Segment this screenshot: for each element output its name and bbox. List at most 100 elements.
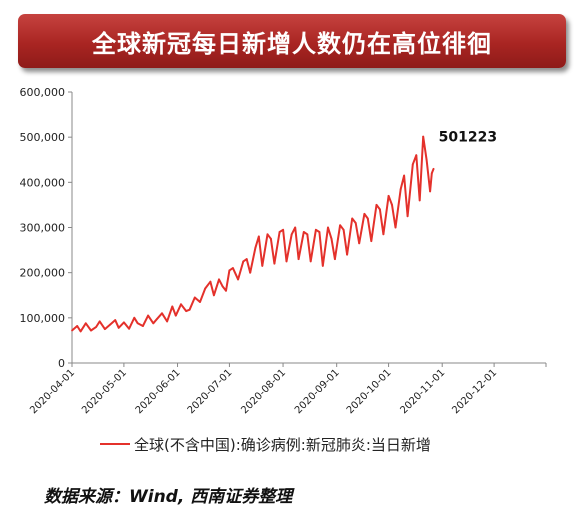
data-point [425, 158, 428, 161]
x-tick-label: 2020-09-01 [293, 367, 342, 416]
x-tick-label: 2020-12-01 [450, 367, 499, 416]
data-point [142, 325, 144, 327]
data-point [302, 231, 305, 233]
data-point [270, 237, 272, 240]
data-point [212, 294, 215, 297]
y-tick-label: 400,000 [20, 176, 66, 189]
data-point [161, 312, 163, 315]
data-point [351, 217, 354, 220]
annotation-group: 501223 [439, 130, 497, 146]
data-point [318, 231, 321, 233]
data-point [266, 233, 269, 236]
data-point [294, 226, 297, 229]
x-tick-label: 2020-10-01 [345, 367, 394, 416]
data-point [327, 226, 329, 229]
data-point [180, 303, 182, 306]
data-point [415, 154, 418, 157]
x-tick-label: 2020-11-01 [398, 367, 447, 416]
data-source-note: 数据来源：Wind, 西南证券整理 [44, 487, 293, 507]
data-point [228, 269, 231, 272]
data-point [128, 327, 130, 330]
data-point [429, 190, 431, 193]
data-point [174, 314, 177, 317]
data-point [221, 285, 224, 288]
data-point [109, 323, 111, 326]
data-point [358, 242, 361, 245]
data-point [261, 264, 264, 267]
data-point [297, 258, 300, 261]
data-point [406, 215, 409, 218]
data-point [309, 260, 312, 263]
data-point [114, 319, 117, 321]
data-point [152, 322, 155, 325]
y-tick-label: 500,000 [20, 131, 66, 144]
data-point [166, 320, 169, 323]
data-point [354, 222, 357, 224]
data-point [394, 226, 397, 229]
x-tick-label: 2020-06-01 [134, 367, 183, 416]
series-line [71, 135, 435, 333]
data-point [171, 305, 174, 308]
data-point [282, 228, 284, 231]
data-point [155, 318, 158, 321]
y-tick-label: 0 [58, 357, 65, 370]
data-point [375, 204, 378, 206]
data-point [346, 253, 348, 256]
data-point [245, 258, 248, 261]
data-point [117, 326, 120, 329]
data-point [315, 228, 317, 231]
data-point [103, 328, 106, 331]
data-point [339, 224, 342, 227]
data-point [363, 213, 366, 215]
legend-line-swatch [100, 443, 130, 445]
data-point [399, 188, 402, 191]
x-tick-label: 2020-07-01 [186, 367, 235, 416]
data-point [193, 296, 196, 299]
data-point [90, 329, 92, 332]
data-point [285, 260, 288, 263]
data-point [330, 237, 333, 240]
data-point [290, 233, 293, 236]
data-point [418, 199, 421, 202]
data-point [273, 262, 276, 265]
data-point [342, 228, 345, 231]
data-point [199, 301, 201, 303]
data-point [84, 322, 87, 325]
data-point [411, 163, 414, 166]
peak-annotation-label: 501223 [439, 130, 497, 146]
data-point [334, 258, 336, 261]
data-point [379, 208, 381, 211]
chart-legend: 全球(不含中国):确诊病例:新冠肺炎:当日新增 [100, 430, 431, 458]
y-axis-ticks: 0 100,000 200,000 300,000 400,000 500,000 600,… [20, 86, 72, 370]
data-point [79, 330, 82, 333]
data-point [403, 174, 406, 177]
data-points [71, 135, 435, 333]
data-point [204, 287, 207, 290]
x-tick-label: 2020-04-01 [28, 367, 77, 416]
chart-title-banner: 全球新冠每日新增人数仍在高位徘徊 [18, 14, 566, 68]
data-point [76, 325, 79, 327]
data-point [185, 310, 188, 312]
y-tick-label: 200,000 [20, 267, 66, 280]
chart-title: 全球新冠每日新增人数仍在高位徘徊 [92, 29, 492, 58]
data-point [366, 217, 369, 220]
data-point [136, 322, 139, 325]
data-point [306, 233, 309, 236]
legend-label: 全球(不含中国):确诊病例:新冠肺炎:当日新增 [134, 435, 431, 454]
data-point [231, 267, 234, 270]
data-point [237, 278, 239, 281]
data-point [391, 204, 393, 206]
data-point [430, 172, 433, 175]
data-point [321, 264, 324, 267]
x-axis-ticks: 2020-04-01 2020-05-01 2020-06-01 2020-07-01… [28, 363, 547, 416]
series-group [71, 135, 435, 333]
data-point [382, 233, 385, 236]
x-tick-label: 2020-05-01 [80, 367, 129, 416]
data-point [209, 280, 212, 283]
data-point [387, 194, 390, 197]
data-point [422, 135, 425, 138]
data-point [278, 231, 281, 233]
data-point [370, 240, 373, 242]
data-point [254, 246, 257, 249]
data-point [71, 329, 73, 332]
